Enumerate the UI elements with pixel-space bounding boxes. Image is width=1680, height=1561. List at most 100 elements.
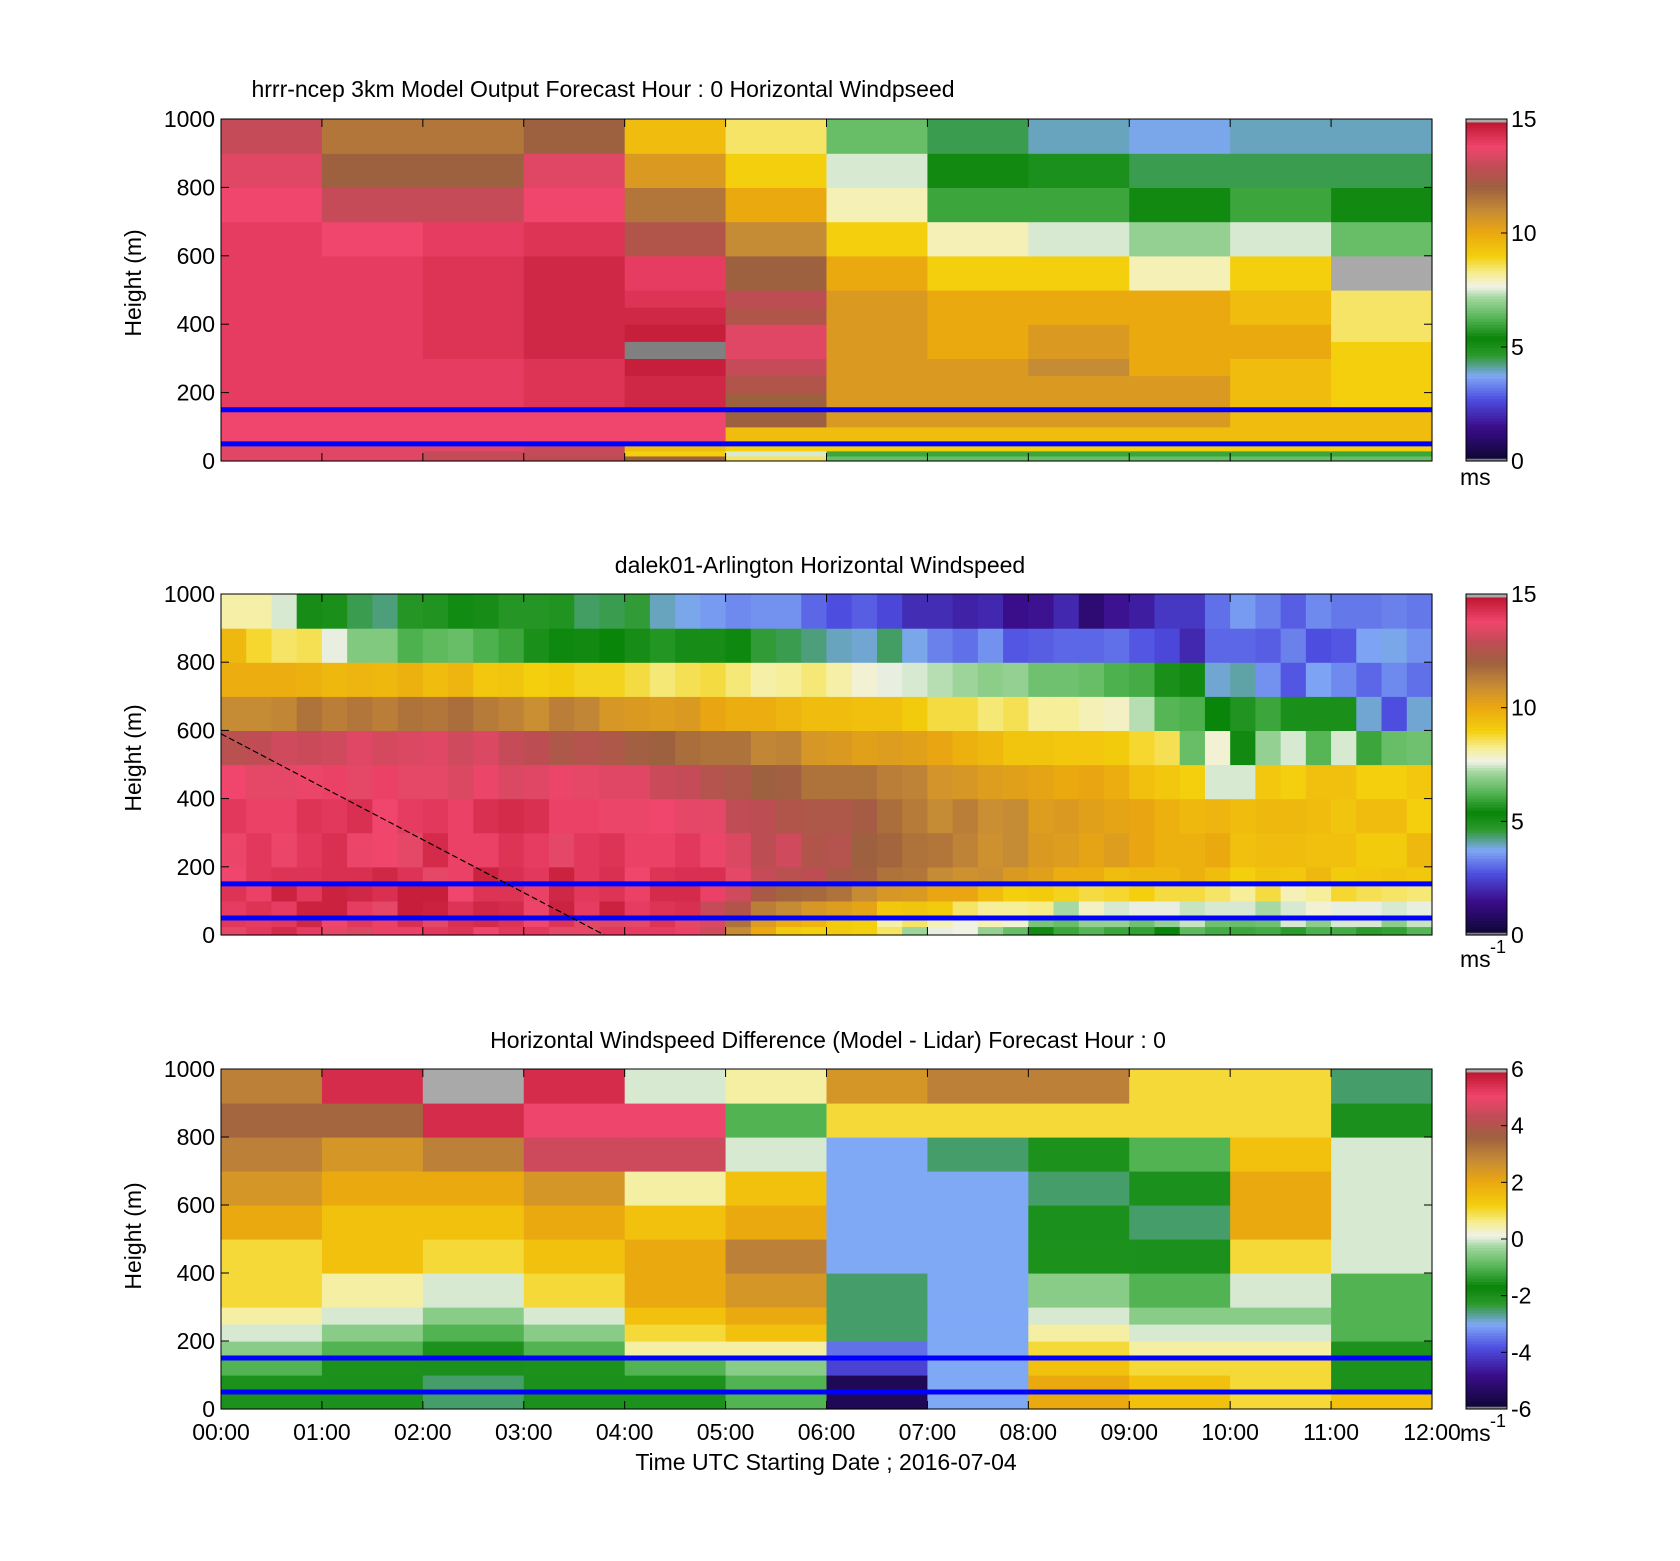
colorbar-segment	[1466, 841, 1507, 845]
heatmap-cell	[422, 832, 449, 868]
colorbar-segment	[1466, 1383, 1507, 1387]
heatmap-cell	[397, 730, 424, 766]
heatmap-cell	[624, 290, 727, 308]
heatmap-cell	[725, 1392, 828, 1410]
heatmap-cell	[422, 324, 525, 342]
heatmap-cell	[422, 153, 525, 188]
heatmap-cell	[296, 900, 323, 919]
heatmap-cell	[952, 764, 979, 800]
y-tick-label: 600	[177, 243, 215, 269]
heatmap-cell	[548, 662, 575, 697]
heatmap-cell	[271, 798, 298, 834]
colorbar-segment	[1466, 204, 1507, 208]
colorbar-segment	[1466, 1250, 1507, 1254]
heatmap-cell	[927, 900, 954, 919]
heatmap-cell	[1356, 926, 1383, 936]
heatmap-cell	[523, 1103, 626, 1138]
heatmap-cell	[422, 1069, 525, 1104]
heatmap-cell	[927, 1205, 1029, 1240]
colorbar-segment	[1466, 693, 1507, 697]
heatmap-cell	[826, 662, 853, 697]
heatmap-cell	[422, 926, 449, 936]
heatmap-cell	[1356, 730, 1383, 766]
colorbar-segment	[1466, 1329, 1507, 1334]
colorbar-segment	[1466, 781, 1507, 785]
heatmap-cell	[725, 324, 828, 342]
heatmap-cell	[851, 730, 878, 766]
colorbar-segment	[1466, 1188, 1507, 1192]
heatmap-cell	[624, 1205, 727, 1240]
heatmap-cell	[1255, 926, 1282, 936]
heatmap-cell	[1078, 926, 1105, 936]
colorbar-segment	[1466, 690, 1507, 695]
heatmap-cell	[700, 594, 727, 629]
heatmap-cell	[1406, 628, 1433, 663]
heatmap-cell	[321, 375, 424, 394]
colorbar-segment	[1466, 147, 1507, 151]
heatmap-cell	[826, 832, 853, 868]
heatmap-cell	[649, 730, 676, 766]
heatmap-cell	[1129, 866, 1156, 885]
heatmap-cell	[725, 307, 828, 325]
panel-difference-title: Horizontal Windspeed Difference (Model -…	[490, 1027, 1166, 1053]
heatmap-cell	[271, 594, 298, 629]
colorbar-segment	[1466, 244, 1507, 248]
colorbar-segment	[1466, 1179, 1507, 1183]
colorbar-segment	[1466, 1321, 1507, 1325]
heatmap-cell	[246, 917, 273, 928]
heatmap-cell	[927, 926, 954, 936]
panel-difference-ylabel: Height (m)	[120, 1182, 146, 1289]
colorbar-segment	[1466, 1199, 1507, 1203]
heatmap-cell	[624, 696, 651, 731]
heatmap-cell	[725, 1358, 828, 1376]
panel-model: hrrr-ncep 3km Model Output Forecast Hour…	[120, 76, 1537, 490]
colorbar-segment	[1466, 807, 1507, 811]
heatmap-cell	[1280, 917, 1307, 928]
heatmap-cell	[448, 917, 474, 928]
heatmap-cell	[321, 324, 424, 342]
colorbar-segment	[1466, 281, 1507, 285]
y-tick-label: 200	[177, 854, 215, 880]
heatmap-cell	[826, 1069, 929, 1104]
colorbar-segment	[1466, 435, 1507, 439]
colorbar-segment	[1466, 406, 1507, 411]
colorbar-segment	[1466, 1213, 1507, 1217]
heatmap-cell	[1305, 926, 1332, 936]
colorbar-segment	[1466, 903, 1507, 908]
heatmap-cell	[422, 662, 449, 697]
heatmap-cell	[1331, 926, 1357, 936]
colorbar-segment	[1466, 861, 1507, 865]
colorbar-segment	[1466, 1326, 1507, 1331]
y-tick-label: 600	[177, 1192, 215, 1218]
heatmap-cell	[221, 1239, 323, 1274]
colorbar-segment	[1466, 1128, 1507, 1132]
heatmap-cell	[624, 455, 727, 462]
heatmap-cell	[1028, 1273, 1130, 1308]
heatmap-cell	[977, 866, 1004, 885]
heatmap-cell	[826, 1307, 929, 1325]
colorbar-segment	[1466, 307, 1507, 311]
heatmap-cell	[221, 1307, 323, 1325]
colorbar-segment	[1466, 352, 1507, 357]
colorbar-segment	[1466, 909, 1507, 913]
heatmap-cell	[523, 1137, 626, 1172]
colorbar-segment	[1466, 1171, 1507, 1175]
heatmap-cell	[1356, 594, 1383, 629]
colorbar-segment	[1466, 1193, 1507, 1198]
colorbar-segment	[1466, 141, 1507, 146]
heatmap-cell	[1331, 443, 1433, 452]
heatmap-cell	[649, 866, 676, 885]
heatmap-cell	[1003, 900, 1029, 919]
heatmap-cell	[725, 341, 828, 359]
heatmap-cell	[1255, 696, 1282, 731]
heatmap-cell	[826, 696, 853, 731]
heatmap-cell	[599, 798, 626, 834]
heatmap-cell	[1331, 1392, 1433, 1410]
heatmap-cell	[321, 866, 348, 885]
colorbar-segment	[1466, 372, 1507, 377]
heatmap-cell	[1230, 119, 1332, 154]
heatmap-cell	[624, 221, 727, 257]
heatmap-cell	[1129, 187, 1231, 223]
heatmap-cell	[776, 594, 802, 629]
colorbar-segment	[1466, 412, 1507, 416]
